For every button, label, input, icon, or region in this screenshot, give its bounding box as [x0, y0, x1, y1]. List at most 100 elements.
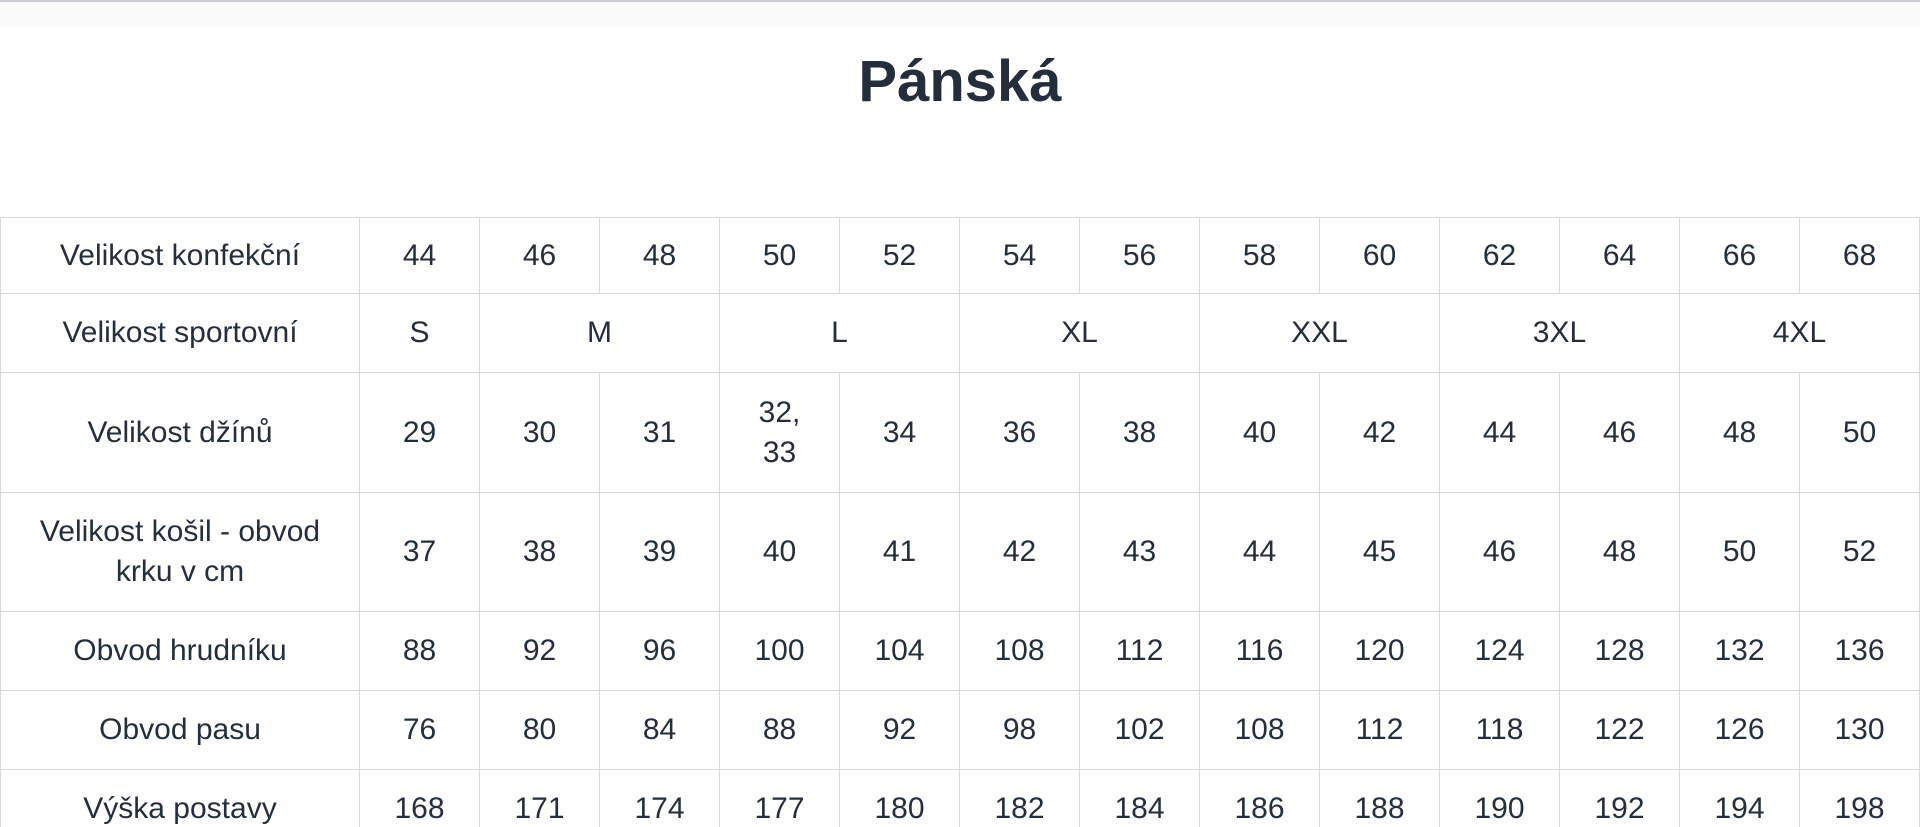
- row-label: Obvod hrudníku: [0, 611, 360, 691]
- value-cell: 192: [1559, 769, 1680, 827]
- value-cell: 64: [1559, 217, 1680, 294]
- value-cell: 194: [1679, 769, 1800, 827]
- value-cell: 102: [1079, 690, 1200, 770]
- value-cell: 190: [1439, 769, 1560, 827]
- value-cell: 40: [1199, 372, 1320, 493]
- value-cell: 50: [1679, 492, 1800, 612]
- table-row: Výška postavy 168 171 174 177 180 182 184 186 188…: [0, 769, 1920, 827]
- value-cell: 128: [1559, 611, 1680, 691]
- value-cell: 52: [1799, 492, 1920, 612]
- value-cell: 188: [1319, 769, 1440, 827]
- value-cell: 108: [1199, 690, 1320, 770]
- value-cell: 174: [599, 769, 720, 827]
- value-cell: 48: [599, 217, 720, 294]
- value-cell: 41: [839, 492, 960, 612]
- value-cell: 198: [1799, 769, 1920, 827]
- value-cell: 43: [1079, 492, 1200, 612]
- value-cell: 120: [1319, 611, 1440, 691]
- value-cell: 46: [1439, 492, 1560, 612]
- value-cell: 56: [1079, 217, 1200, 294]
- value-cell: 132: [1679, 611, 1800, 691]
- value-cell: 84: [599, 690, 720, 770]
- value-cell: 46: [1559, 372, 1680, 493]
- value-cell: 31: [599, 372, 720, 493]
- page-title: Pánská: [858, 49, 1062, 114]
- table-row: Velikost konfekční 44 46 48 50 52 54 56 58 60 62 64…: [0, 217, 1920, 294]
- value-cell: 88: [719, 690, 840, 770]
- table-row: Velikost džínů 29 30 31 32, 33 34 36 38 40 42 44 46…: [0, 372, 1920, 493]
- value-cell: 108: [959, 611, 1080, 691]
- value-cell: 76: [359, 690, 480, 770]
- value-cell: 42: [1319, 372, 1440, 493]
- value-cell: 30: [479, 372, 600, 493]
- value-cell: 80: [479, 690, 600, 770]
- value-cell: 104: [839, 611, 960, 691]
- value-cell: 88: [359, 611, 480, 691]
- value-cell: 122: [1559, 690, 1680, 770]
- value-cell: 38: [479, 492, 600, 612]
- value-cell: 126: [1679, 690, 1800, 770]
- value-cell: 184: [1079, 769, 1200, 827]
- value-cell: 44: [1199, 492, 1320, 612]
- value-cell: 32, 33: [719, 372, 840, 493]
- value-cell: 130: [1799, 690, 1920, 770]
- value-cell: 58: [1199, 217, 1320, 294]
- value-cell: 118: [1439, 690, 1560, 770]
- value-cell: 136: [1799, 611, 1920, 691]
- value-cell: 62: [1439, 217, 1560, 294]
- value-cell: 100: [719, 611, 840, 691]
- size-table-body: Velikost konfekční 44 46 48 50 52 54 56 58 60 62 64…: [0, 217, 1920, 827]
- value-cell: 186: [1199, 769, 1320, 827]
- value-cell: 116: [1199, 611, 1320, 691]
- value-cell: 60: [1319, 217, 1440, 294]
- value-cell: 4XL: [1679, 293, 1920, 373]
- value-cell: 46: [479, 217, 600, 294]
- value-cell: S: [359, 293, 480, 373]
- value-cell: XXL: [1199, 293, 1440, 373]
- value-cell: M: [479, 293, 720, 373]
- value-cell: 112: [1319, 690, 1440, 770]
- value-cell: 54: [959, 217, 1080, 294]
- value-cell: 182: [959, 769, 1080, 827]
- table-row: Obvod pasu 76 80 84 88 92 98 102 108 112 118 122 126…: [0, 690, 1920, 770]
- row-label: Velikost džínů: [0, 372, 360, 493]
- value-cell: 48: [1679, 372, 1800, 493]
- value-cell: 40: [719, 492, 840, 612]
- value-cell: 50: [1799, 372, 1920, 493]
- top-strip-divider: [0, 0, 1920, 28]
- value-cell: 98: [959, 690, 1080, 770]
- value-cell: 180: [839, 769, 960, 827]
- value-cell: 38: [1079, 372, 1200, 493]
- value-cell: 96: [599, 611, 720, 691]
- size-chart-table: Velikost konfekční 44 46 48 50 52 54 56 58 60 62 64…: [0, 217, 1920, 827]
- value-cell: 92: [839, 690, 960, 770]
- row-label: Velikost sportovní: [0, 293, 360, 373]
- value-cell: 50: [719, 217, 840, 294]
- value-cell: 171: [479, 769, 600, 827]
- value-cell: 92: [479, 611, 600, 691]
- table-row: Velikost košil - obvod krku v cm 37 38 39 40…: [0, 492, 1920, 612]
- value-cell: 42: [959, 492, 1080, 612]
- value-cell: 66: [1679, 217, 1800, 294]
- value-cell: 37: [359, 492, 480, 612]
- value-cell: 29: [359, 372, 480, 493]
- row-label: Výška postavy: [0, 769, 360, 827]
- value-cell: 3XL: [1439, 293, 1680, 373]
- table-row: Velikost sportovní S M L XL XXL 3XL 4XL: [0, 293, 1920, 373]
- value-cell: 68: [1799, 217, 1920, 294]
- value-cell: 44: [1439, 372, 1560, 493]
- value-cell: 124: [1439, 611, 1560, 691]
- value-cell: 34: [839, 372, 960, 493]
- value-cell: 48: [1559, 492, 1680, 612]
- value-cell: 39: [599, 492, 720, 612]
- value-cell: 52: [839, 217, 960, 294]
- value-cell: XL: [959, 293, 1200, 373]
- value-cell: L: [719, 293, 960, 373]
- row-label: Obvod pasu: [0, 690, 360, 770]
- value-cell: 45: [1319, 492, 1440, 612]
- table-row: Obvod hrudníku 88 92 96 100 104 108 112 116 120 12…: [0, 611, 1920, 691]
- row-label: Velikost konfekční: [0, 217, 360, 294]
- value-cell: 36: [959, 372, 1080, 493]
- value-cell: 44: [359, 217, 480, 294]
